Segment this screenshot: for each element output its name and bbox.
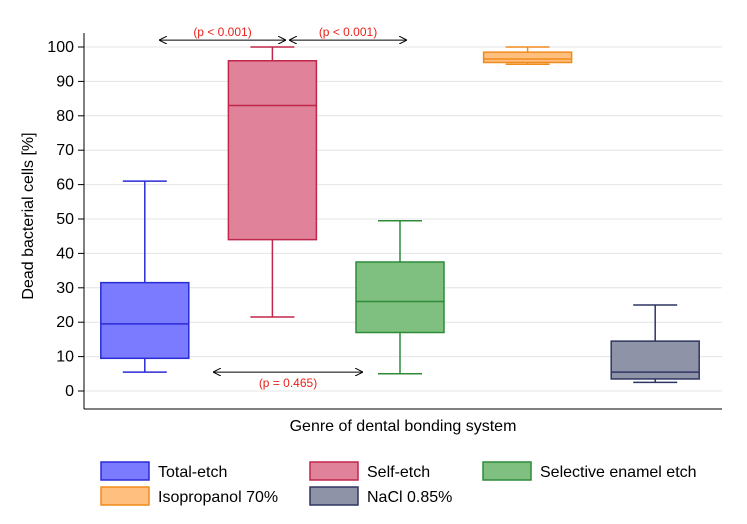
- legend-item: Total-etch: [100, 461, 227, 481]
- y-tick-label: 90: [56, 73, 74, 90]
- legend-label: NaCl 0.85%: [367, 489, 452, 506]
- annotation-label: (p < 0.001): [319, 25, 377, 39]
- legend-item: Isopropanol 70%: [100, 486, 278, 506]
- legend-label: Selective enamel etch: [540, 464, 697, 481]
- x-axis-label: Genre of dental bonding system: [290, 418, 517, 435]
- legend-swatch: [100, 461, 150, 481]
- legend-swatch: [482, 461, 532, 481]
- box-3: [355, 219, 445, 375]
- legend-item: Self-etch: [309, 461, 430, 481]
- box-4: [482, 46, 573, 65]
- y-tick-label: 70: [56, 142, 74, 159]
- y-tick-label: 80: [56, 108, 74, 125]
- grid-lines: [84, 46, 722, 392]
- legend-swatch: [309, 461, 359, 481]
- legend-label: Self-etch: [367, 464, 430, 481]
- legend-item: Selective enamel etch: [482, 461, 697, 481]
- significance-annotation: (p < 0.001): [290, 25, 406, 40]
- axes: 0 10 20 30 40 50 60 70 80 90 100: [47, 33, 722, 410]
- iqr-box: [482, 51, 573, 64]
- y-tick-label: 40: [56, 245, 74, 262]
- iqr-box: [355, 261, 445, 334]
- legend-label: Total-etch: [158, 464, 227, 481]
- annotation-label: (p = 0.465): [259, 376, 317, 390]
- y-tick-label: 20: [56, 314, 74, 331]
- legend-swatch: [100, 486, 150, 506]
- y-tick-label: 10: [56, 349, 74, 366]
- box-2: [227, 46, 318, 318]
- legend-item: NaCl 0.85%: [309, 486, 452, 506]
- box-1: [100, 180, 190, 373]
- iqr-box: [227, 60, 318, 241]
- significance-annotation: (p < 0.001): [160, 25, 285, 40]
- y-tick-label: 60: [56, 177, 74, 194]
- legend: Total-etch Self-etch Selective enamel etch…: [100, 461, 697, 506]
- legend-label: Isopropanol 70%: [158, 489, 278, 506]
- y-axis-label: Dead bacterial cells [%]: [20, 132, 37, 299]
- legend-swatch: [309, 486, 359, 506]
- annotation-label: (p < 0.001): [193, 25, 251, 39]
- y-tick-label: 100: [47, 39, 74, 56]
- iqr-box: [610, 340, 700, 380]
- y-tick-label: 50: [56, 211, 74, 228]
- significance-annotation: (p = 0.465): [214, 372, 362, 390]
- box-5: [610, 304, 700, 384]
- y-tick-label: 30: [56, 280, 74, 297]
- y-tick-label: 0: [65, 383, 74, 400]
- significance-annotations: (p < 0.001) (p < 0.001) (p = 0.465): [160, 25, 406, 390]
- boxes: [100, 46, 700, 384]
- iqr-box: [100, 281, 190, 360]
